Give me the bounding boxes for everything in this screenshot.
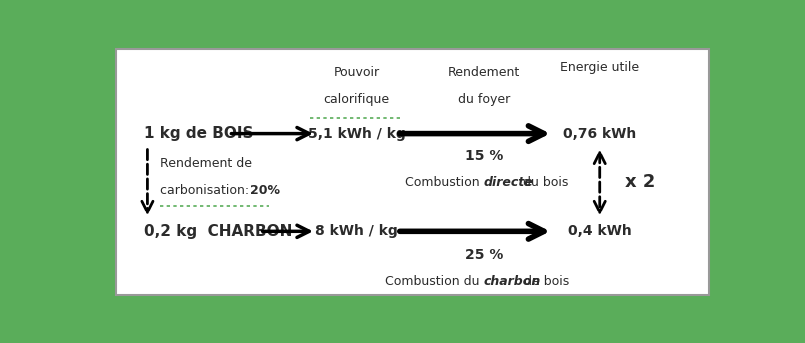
- Text: Combustion: Combustion: [405, 176, 484, 189]
- Text: Combustion du: Combustion du: [385, 275, 484, 288]
- Text: 5,1 kWh / kg: 5,1 kWh / kg: [308, 127, 405, 141]
- Text: 0,76 kWh: 0,76 kWh: [564, 127, 636, 141]
- Text: 0,2 kg  CHARBON: 0,2 kg CHARBON: [144, 224, 293, 239]
- Text: 0,4 kWh: 0,4 kWh: [568, 224, 632, 238]
- Text: 1 kg de BOIS: 1 kg de BOIS: [144, 126, 254, 141]
- Text: Energie utile: Energie utile: [560, 61, 639, 74]
- Text: calorifique: calorifique: [324, 93, 390, 106]
- Text: Pouvoir: Pouvoir: [333, 66, 379, 79]
- Text: x 2: x 2: [625, 174, 655, 191]
- Text: directe: directe: [484, 176, 534, 189]
- Text: de bois: de bois: [521, 275, 570, 288]
- Text: du foyer: du foyer: [458, 93, 510, 106]
- Text: 20%: 20%: [250, 184, 280, 197]
- Text: 15 %: 15 %: [465, 149, 503, 163]
- Text: Rendement: Rendement: [448, 66, 521, 79]
- Text: 25 %: 25 %: [465, 248, 503, 262]
- FancyBboxPatch shape: [116, 49, 709, 295]
- Text: charbon: charbon: [484, 275, 541, 288]
- Text: du bois: du bois: [518, 176, 568, 189]
- Text: 8 kWh / kg: 8 kWh / kg: [315, 224, 398, 238]
- Text: Rendement de: Rendement de: [160, 157, 252, 170]
- Text: carbonisation:: carbonisation:: [160, 184, 253, 197]
